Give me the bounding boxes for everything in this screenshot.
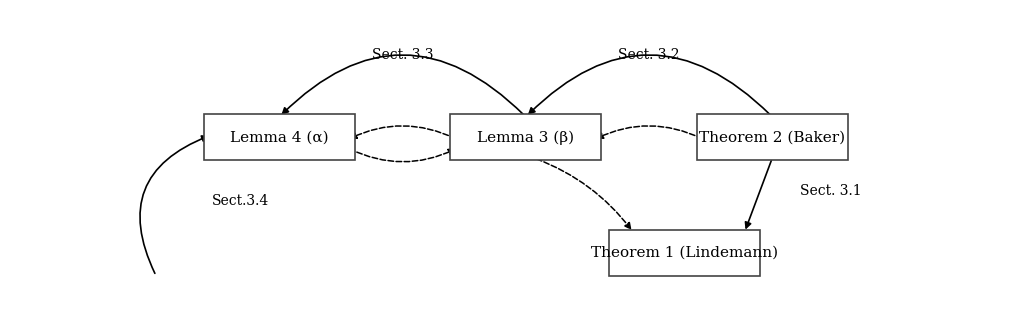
FancyBboxPatch shape xyxy=(697,114,847,161)
FancyBboxPatch shape xyxy=(609,230,760,276)
Text: Sect. 3.1: Sect. 3.1 xyxy=(800,184,862,198)
Text: Lemma 4 (α): Lemma 4 (α) xyxy=(230,131,328,145)
Text: Lemma 3 (β): Lemma 3 (β) xyxy=(477,130,575,145)
Text: Sect. 3.3: Sect. 3.3 xyxy=(371,48,433,62)
Text: Sect.3.4: Sect.3.4 xyxy=(211,194,269,208)
FancyBboxPatch shape xyxy=(450,114,601,161)
FancyBboxPatch shape xyxy=(204,114,355,161)
Text: Theorem 2 (Baker): Theorem 2 (Baker) xyxy=(700,131,845,145)
Text: Theorem 1 (Lindemann): Theorem 1 (Lindemann) xyxy=(591,246,779,260)
Text: Sect. 3.2: Sect. 3.2 xyxy=(619,48,680,62)
